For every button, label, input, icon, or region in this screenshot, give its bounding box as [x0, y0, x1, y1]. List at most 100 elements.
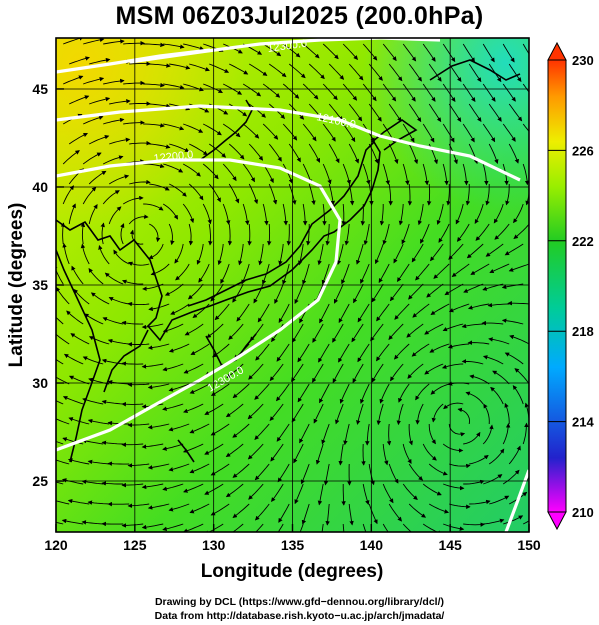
streamline — [386, 423, 392, 446]
streamline — [508, 445, 521, 465]
streamline — [382, 443, 389, 466]
streamline — [490, 386, 504, 405]
streamline — [507, 300, 529, 306]
streamline — [344, 223, 350, 246]
footer-credit-data: Data from http://database.rish.kyoto−u.a… — [154, 610, 445, 622]
streamline — [210, 463, 230, 476]
streamline — [388, 103, 402, 122]
streamline — [127, 301, 150, 307]
streamline — [438, 223, 450, 243]
streamline — [522, 520, 529, 525]
streamline — [198, 263, 210, 283]
streamline — [376, 403, 384, 426]
streamline — [81, 479, 104, 485]
streamline — [255, 343, 270, 361]
streamline — [227, 223, 233, 246]
streamline — [356, 243, 364, 265]
streamline — [210, 503, 230, 516]
streamline — [262, 83, 281, 98]
streamline — [238, 243, 244, 266]
streamline — [100, 222, 105, 245]
streamline — [513, 223, 529, 239]
streamline — [228, 323, 244, 340]
streamline — [528, 463, 529, 464]
streamline — [362, 163, 371, 185]
streamline — [128, 214, 149, 225]
streamline — [430, 383, 450, 395]
streamline — [109, 99, 131, 105]
streamline — [448, 63, 462, 83]
streamline — [248, 363, 264, 380]
streamline — [241, 263, 250, 285]
streamline — [269, 403, 284, 421]
streamline — [190, 343, 210, 355]
streamline — [293, 443, 304, 464]
streamline — [451, 263, 470, 277]
streamline — [108, 297, 130, 305]
streamline — [426, 283, 444, 298]
colorbar-label: 222 — [572, 234, 594, 249]
streamline — [254, 423, 270, 440]
streamline — [513, 203, 524, 224]
streamline — [469, 374, 490, 385]
streamline — [277, 523, 284, 532]
streamline — [483, 474, 503, 485]
streamline — [443, 483, 465, 491]
streamline — [202, 203, 212, 225]
streamline — [408, 103, 422, 123]
streamline — [420, 223, 430, 244]
streamline — [69, 56, 90, 65]
streamline — [382, 163, 390, 186]
streamline — [388, 63, 403, 82]
streamline — [408, 63, 422, 82]
streamline — [424, 363, 444, 375]
streamline — [101, 358, 124, 365]
streamline — [56, 286, 70, 305]
streamline — [442, 83, 456, 103]
streamline — [370, 323, 384, 342]
streamline — [360, 203, 366, 226]
streamline — [341, 203, 346, 226]
streamline — [232, 463, 250, 478]
streamline — [388, 503, 402, 522]
streamline — [68, 132, 88, 145]
streamline — [247, 403, 264, 420]
streamline — [102, 317, 124, 325]
streamline — [342, 163, 352, 185]
streamline — [362, 483, 370, 506]
streamline — [208, 143, 227, 158]
streamline — [222, 203, 231, 225]
streamline — [129, 140, 151, 146]
streamline — [56, 376, 70, 385]
streamline — [508, 143, 519, 164]
streamline — [206, 323, 224, 338]
streamline — [328, 143, 340, 164]
streamline — [61, 478, 84, 485]
streamline — [503, 515, 524, 525]
streamline — [300, 463, 310, 485]
streamline — [107, 461, 130, 466]
streamline — [357, 343, 370, 363]
streamline — [147, 343, 170, 350]
streamline — [411, 243, 424, 263]
streamline — [121, 523, 144, 528]
streamline — [408, 283, 424, 300]
streamline — [482, 123, 496, 143]
streamline — [502, 123, 516, 142]
streamline — [408, 503, 427, 518]
streamline — [84, 313, 104, 325]
streamline — [169, 63, 191, 70]
streamline — [83, 115, 104, 125]
streamline — [382, 523, 389, 532]
streamline — [402, 123, 415, 143]
streamline — [447, 343, 470, 349]
streamline — [162, 363, 184, 372]
streamline — [123, 80, 145, 86]
streamline — [417, 203, 424, 226]
streamline — [522, 123, 529, 133]
streamline — [448, 243, 464, 260]
streamline — [398, 203, 404, 226]
streamline — [189, 143, 208, 156]
streamline — [461, 359, 484, 365]
streamline — [319, 303, 330, 324]
